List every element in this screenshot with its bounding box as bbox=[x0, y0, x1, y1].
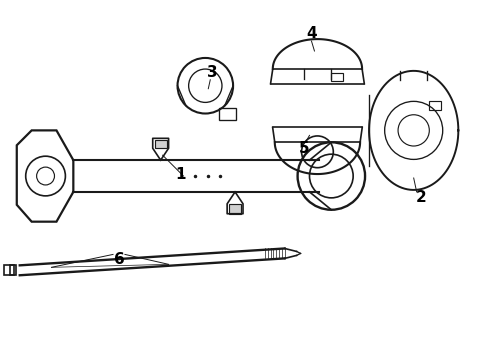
Text: 4: 4 bbox=[306, 26, 317, 41]
Text: 3: 3 bbox=[207, 65, 218, 80]
FancyBboxPatch shape bbox=[155, 140, 167, 148]
Text: 1: 1 bbox=[175, 167, 186, 181]
FancyBboxPatch shape bbox=[229, 204, 241, 214]
Text: 5: 5 bbox=[299, 141, 310, 156]
Text: 6: 6 bbox=[114, 252, 124, 267]
Text: 2: 2 bbox=[415, 190, 426, 205]
